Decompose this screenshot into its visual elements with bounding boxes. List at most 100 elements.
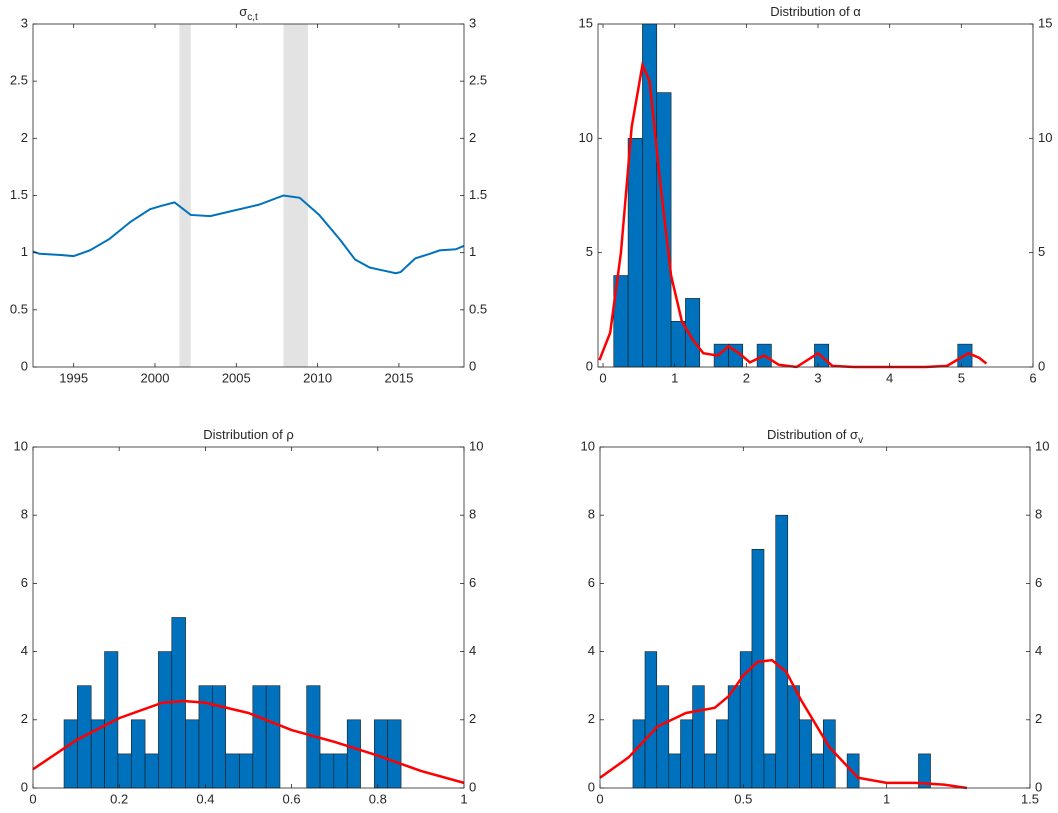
axes-box [597,23,1034,368]
y-tick-label: 5 [586,244,593,259]
histogram-bar [763,753,777,789]
x-tick-label: 2 [743,370,750,385]
y-tick-label: 15 [579,15,593,30]
y2-tick-label: 4 [1035,643,1042,658]
histogram-bar [632,719,646,789]
y-tick-label: 1.5 [10,187,28,202]
density-curve [32,699,465,785]
x-tick-label: 0 [599,370,606,385]
title-subscript: c,t [247,12,258,23]
title-text: Distribution of σ [767,427,858,442]
y2-tick-label: 10 [469,438,483,453]
x-tick-label: 5 [958,370,965,385]
y2-tick-label: 0.5 [469,301,487,316]
histogram-bar [751,548,765,789]
x-tick-label: 2005 [222,370,251,385]
y-tick-label: 2.5 [10,73,28,88]
x-tick-label: 1 [460,791,467,806]
histogram-bar [252,685,267,789]
y2-tick-label: 2 [469,711,476,726]
x-tick-label: 3 [814,370,821,385]
y-tick-label: 8 [588,507,595,522]
y2-tick-label: 8 [1035,507,1042,522]
histogram-bar [185,719,200,789]
x-tick-label: 1995 [59,370,88,385]
histogram-bar [225,753,240,789]
y2-tick-label: 10 [1038,130,1052,145]
histogram-bar [787,685,800,789]
y-tick-label: 0 [586,358,593,373]
x-tick-label: 0.4 [196,791,214,806]
y-tick-label: 0.5 [10,301,28,316]
chart-title: Distribution of α [770,4,861,19]
axes-box [32,23,465,368]
y2-tick-label: 6 [1035,575,1042,590]
y-tick-label: 0 [21,358,28,373]
histogram-bar [799,719,812,789]
shaded-period [179,24,191,367]
x-tick-label: 0.2 [110,791,128,806]
series-line [32,194,465,275]
histogram-bar [198,685,213,789]
y2-tick-label: 8 [469,507,476,522]
chart-title: Distribution of ρ [203,427,294,442]
histogram-bar [144,753,159,789]
histogram-bar [775,514,789,789]
histogram-bar [727,685,741,789]
histogram-bar [656,685,670,789]
y-tick-label: 0 [21,779,28,794]
axes-box [599,446,1031,789]
y2-tick-label: 0 [469,779,476,794]
y-tick-label: 2 [588,711,595,726]
x-tick-label: 0 [596,791,603,806]
y2-tick-label: 1.5 [469,187,487,202]
y2-tick-label: 3 [469,15,476,30]
title-subscript: v [858,435,863,446]
histogram-bar [692,685,705,789]
y2-tick-label: 0 [1035,779,1042,794]
histogram-bar [642,23,658,368]
y2-tick-label: 2 [1035,711,1042,726]
histogram-bar [117,753,132,789]
y-tick-label: 6 [588,575,595,590]
y2-tick-label: 2 [469,130,476,145]
histogram-bar [130,719,146,789]
x-tick-label: 1 [671,370,678,385]
histogram-bar [265,685,281,789]
histogram-bar [811,753,824,789]
y-tick-label: 10 [581,438,595,453]
histogram-bar [387,719,402,789]
y-tick-label: 2 [21,130,28,145]
x-tick-label: 0.8 [369,791,387,806]
chart-title: σc,t [239,4,258,22]
x-tick-label: 4 [886,370,893,385]
y2-tick-label: 5 [1038,244,1045,259]
x-tick-label: 2015 [384,370,413,385]
title-text: σ [239,4,247,19]
density-curve [599,658,968,790]
histogram-bar [211,685,226,789]
y-tick-label: 4 [588,643,595,658]
x-tick-label: 1.5 [1021,791,1039,806]
y2-tick-label: 15 [1038,15,1052,30]
y-tick-label: 8 [21,507,28,522]
y-tick-label: 10 [579,130,593,145]
y-tick-label: 3 [21,15,28,30]
y2-tick-label: 0 [1038,358,1045,373]
histogram-bar [627,138,643,368]
histogram-bar [333,753,348,789]
histogram-bar [704,753,717,789]
histogram-bar [644,651,658,789]
histogram-bar [63,719,78,789]
x-tick-label: 6 [1029,370,1036,385]
histogram-bar [319,753,335,789]
chart-title: Distribution of σv [767,427,863,445]
histogram-bar [239,753,254,789]
x-tick-label: 0.5 [734,791,752,806]
y2-tick-label: 2.5 [469,73,487,88]
x-tick-label: 2000 [141,370,170,385]
axes-box [32,446,465,789]
y-tick-label: 10 [14,438,28,453]
x-tick-label: 2010 [303,370,332,385]
